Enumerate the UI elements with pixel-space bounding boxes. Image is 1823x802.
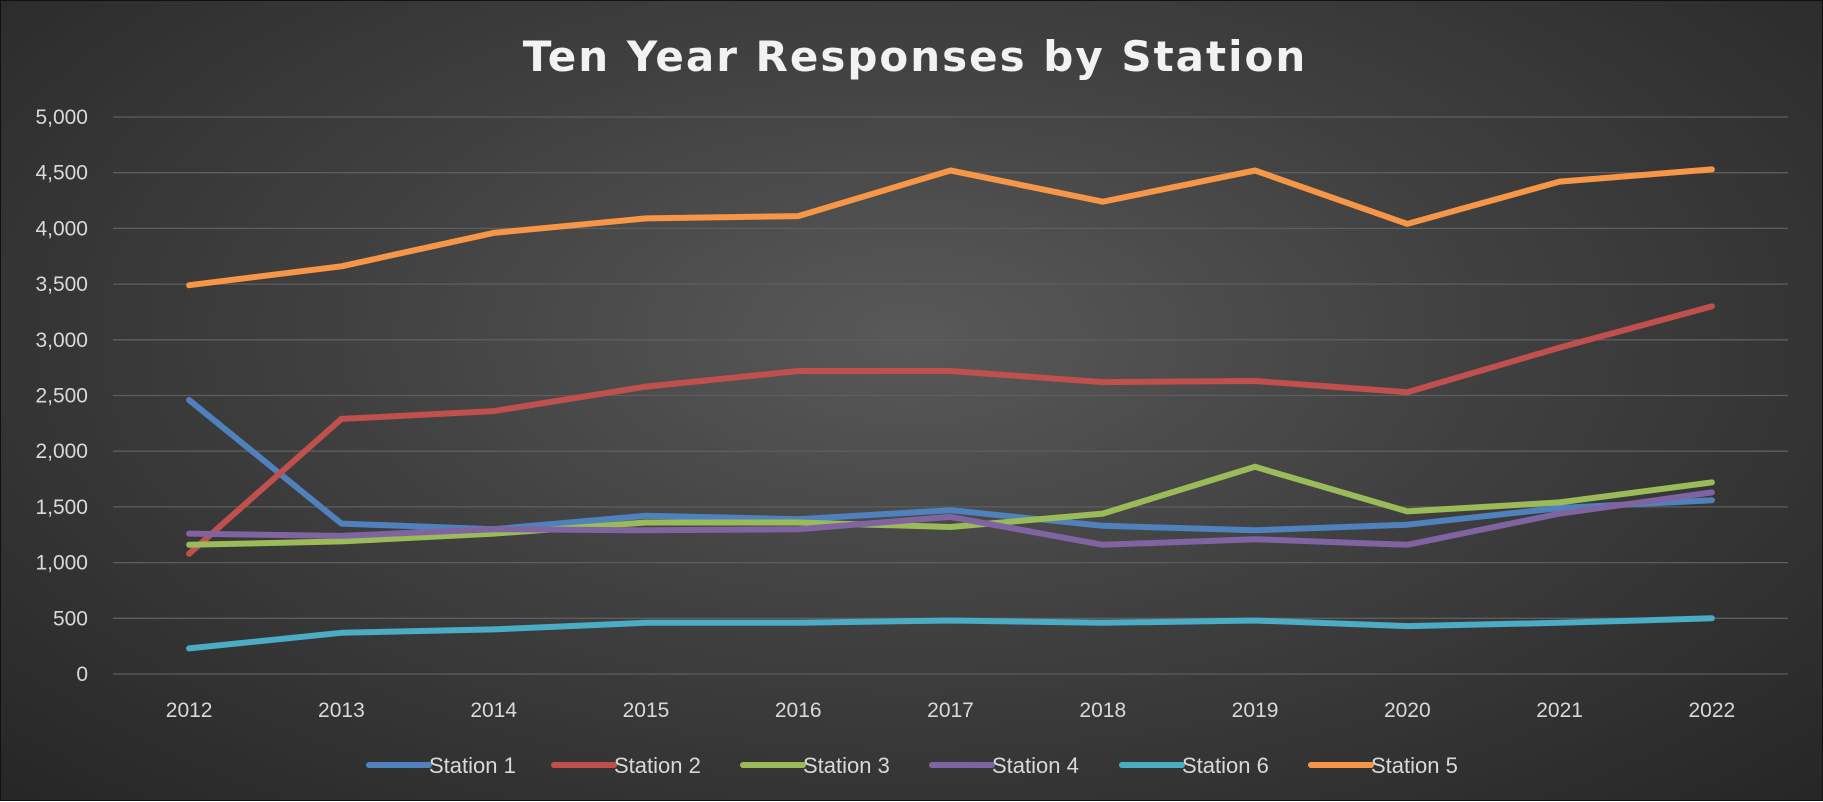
legend-item-station-1: Station 1 [366,753,516,778]
y-tick-label: 4,500 [35,162,88,185]
legend-label: Station 6 [1182,753,1269,778]
legend-label: Station 4 [992,753,1079,778]
y-tick-label: 4,000 [35,217,88,240]
x-tick-label: 2012 [166,699,213,722]
series-line-station-3 [186,463,1715,548]
x-tick-label: 2014 [470,699,517,722]
series-line-station-4 [186,489,1715,548]
series-line-station-1 [186,397,1715,534]
legend-item-station-5: Station 5 [1308,753,1458,778]
x-tick-label: 2018 [1079,699,1126,722]
x-tick-label: 2020 [1384,699,1431,722]
x-tick-label: 2016 [775,699,822,722]
series-line-station-2 [186,303,1715,557]
y-tick-label: 500 [53,607,88,630]
y-tick-label: 1,500 [35,496,88,519]
y-tick-label: 5,000 [35,106,88,129]
legend-item-station-4: Station 4 [929,753,1079,778]
legend-label: Station 5 [1371,753,1458,778]
series-line-station-5 [186,166,1715,289]
legend-item-station-2: Station 2 [551,753,701,778]
x-tick-label: 2017 [927,699,974,722]
series-lines [186,166,1715,652]
x-tick-label: 2021 [1536,699,1583,722]
x-tick-label: 2013 [318,699,365,722]
legend-label: Station 2 [614,753,701,778]
legend-item-station-6: Station 6 [1119,753,1269,778]
x-axis-tick-labels: 2012 2013 2014 2015 2016 2017 2018 2019 2020 2021… [166,699,1735,722]
legend-label: Station 3 [803,753,890,778]
x-tick-label: 2015 [623,699,670,722]
y-axis-tick-labels: 0 500 1,000 1,500 2,000 2,500 3,000 3,500 4,000 4… [35,106,88,686]
grid-lines [113,116,1788,675]
y-tick-label: 3,000 [35,329,88,352]
legend-item-station-3: Station 3 [740,753,890,778]
chart-title: Ten Year Responses by Station [523,32,1308,81]
series-line-station-6 [186,615,1715,652]
x-tick-label: 2022 [1689,699,1736,722]
y-tick-label: 2,000 [35,440,88,463]
y-tick-label: 2,500 [35,385,88,408]
y-tick-label: 3,500 [35,273,88,296]
legend: Station 1 Station 2 Station 3 Station 4 Stat… [366,753,1458,778]
y-tick-label: 1,000 [35,552,88,575]
x-tick-label: 2019 [1232,699,1279,722]
legend-label: Station 1 [429,753,516,778]
y-tick-label: 0 [76,663,88,686]
